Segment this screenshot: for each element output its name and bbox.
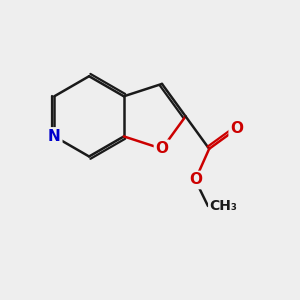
Text: CH₃: CH₃ [209,199,237,213]
Text: O: O [189,172,202,188]
Text: N: N [48,129,61,144]
Text: O: O [155,141,169,156]
Text: O: O [230,121,243,136]
